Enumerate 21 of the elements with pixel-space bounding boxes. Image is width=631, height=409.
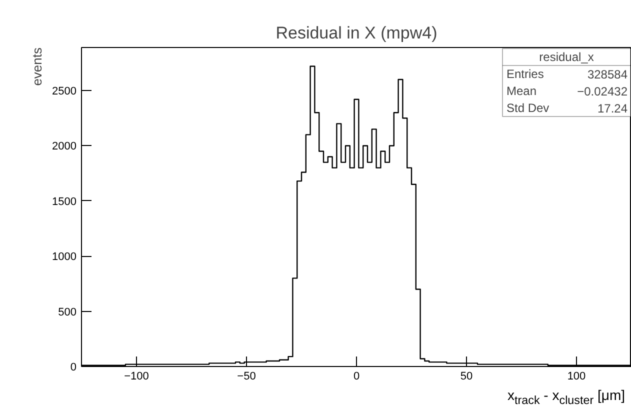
y-tick-label: 1000	[52, 251, 77, 264]
annotation: 17.24	[597, 102, 628, 116]
annotation: Mean	[506, 84, 537, 98]
x-tick-label: 50	[460, 370, 473, 382]
x-tick-label: −100	[124, 370, 149, 382]
chart-title: Residual in X (mpw4)	[276, 24, 438, 42]
y-tick-label: 2000	[52, 140, 77, 153]
x-tick-label: 100	[567, 370, 586, 382]
x-tick-label: −50	[237, 370, 256, 382]
annotation: Std Dev	[506, 101, 550, 115]
y-tick-label: 2500	[52, 86, 77, 98]
annotation: residual_x	[539, 50, 594, 64]
y-tick-label: 0	[70, 362, 77, 374]
y-tick-label: 500	[58, 306, 77, 318]
annotation: 328584	[587, 68, 628, 82]
y-tick-label: 1500	[52, 196, 77, 208]
x-tick-label: 0	[353, 370, 360, 382]
annotation: −0.02432	[577, 84, 628, 98]
x-axis-title: x$_{track}$ - x$_{cluster}$ [μm]	[506, 387, 625, 408]
y-axis-title: events	[30, 47, 44, 86]
annotation: Entries	[506, 67, 544, 81]
